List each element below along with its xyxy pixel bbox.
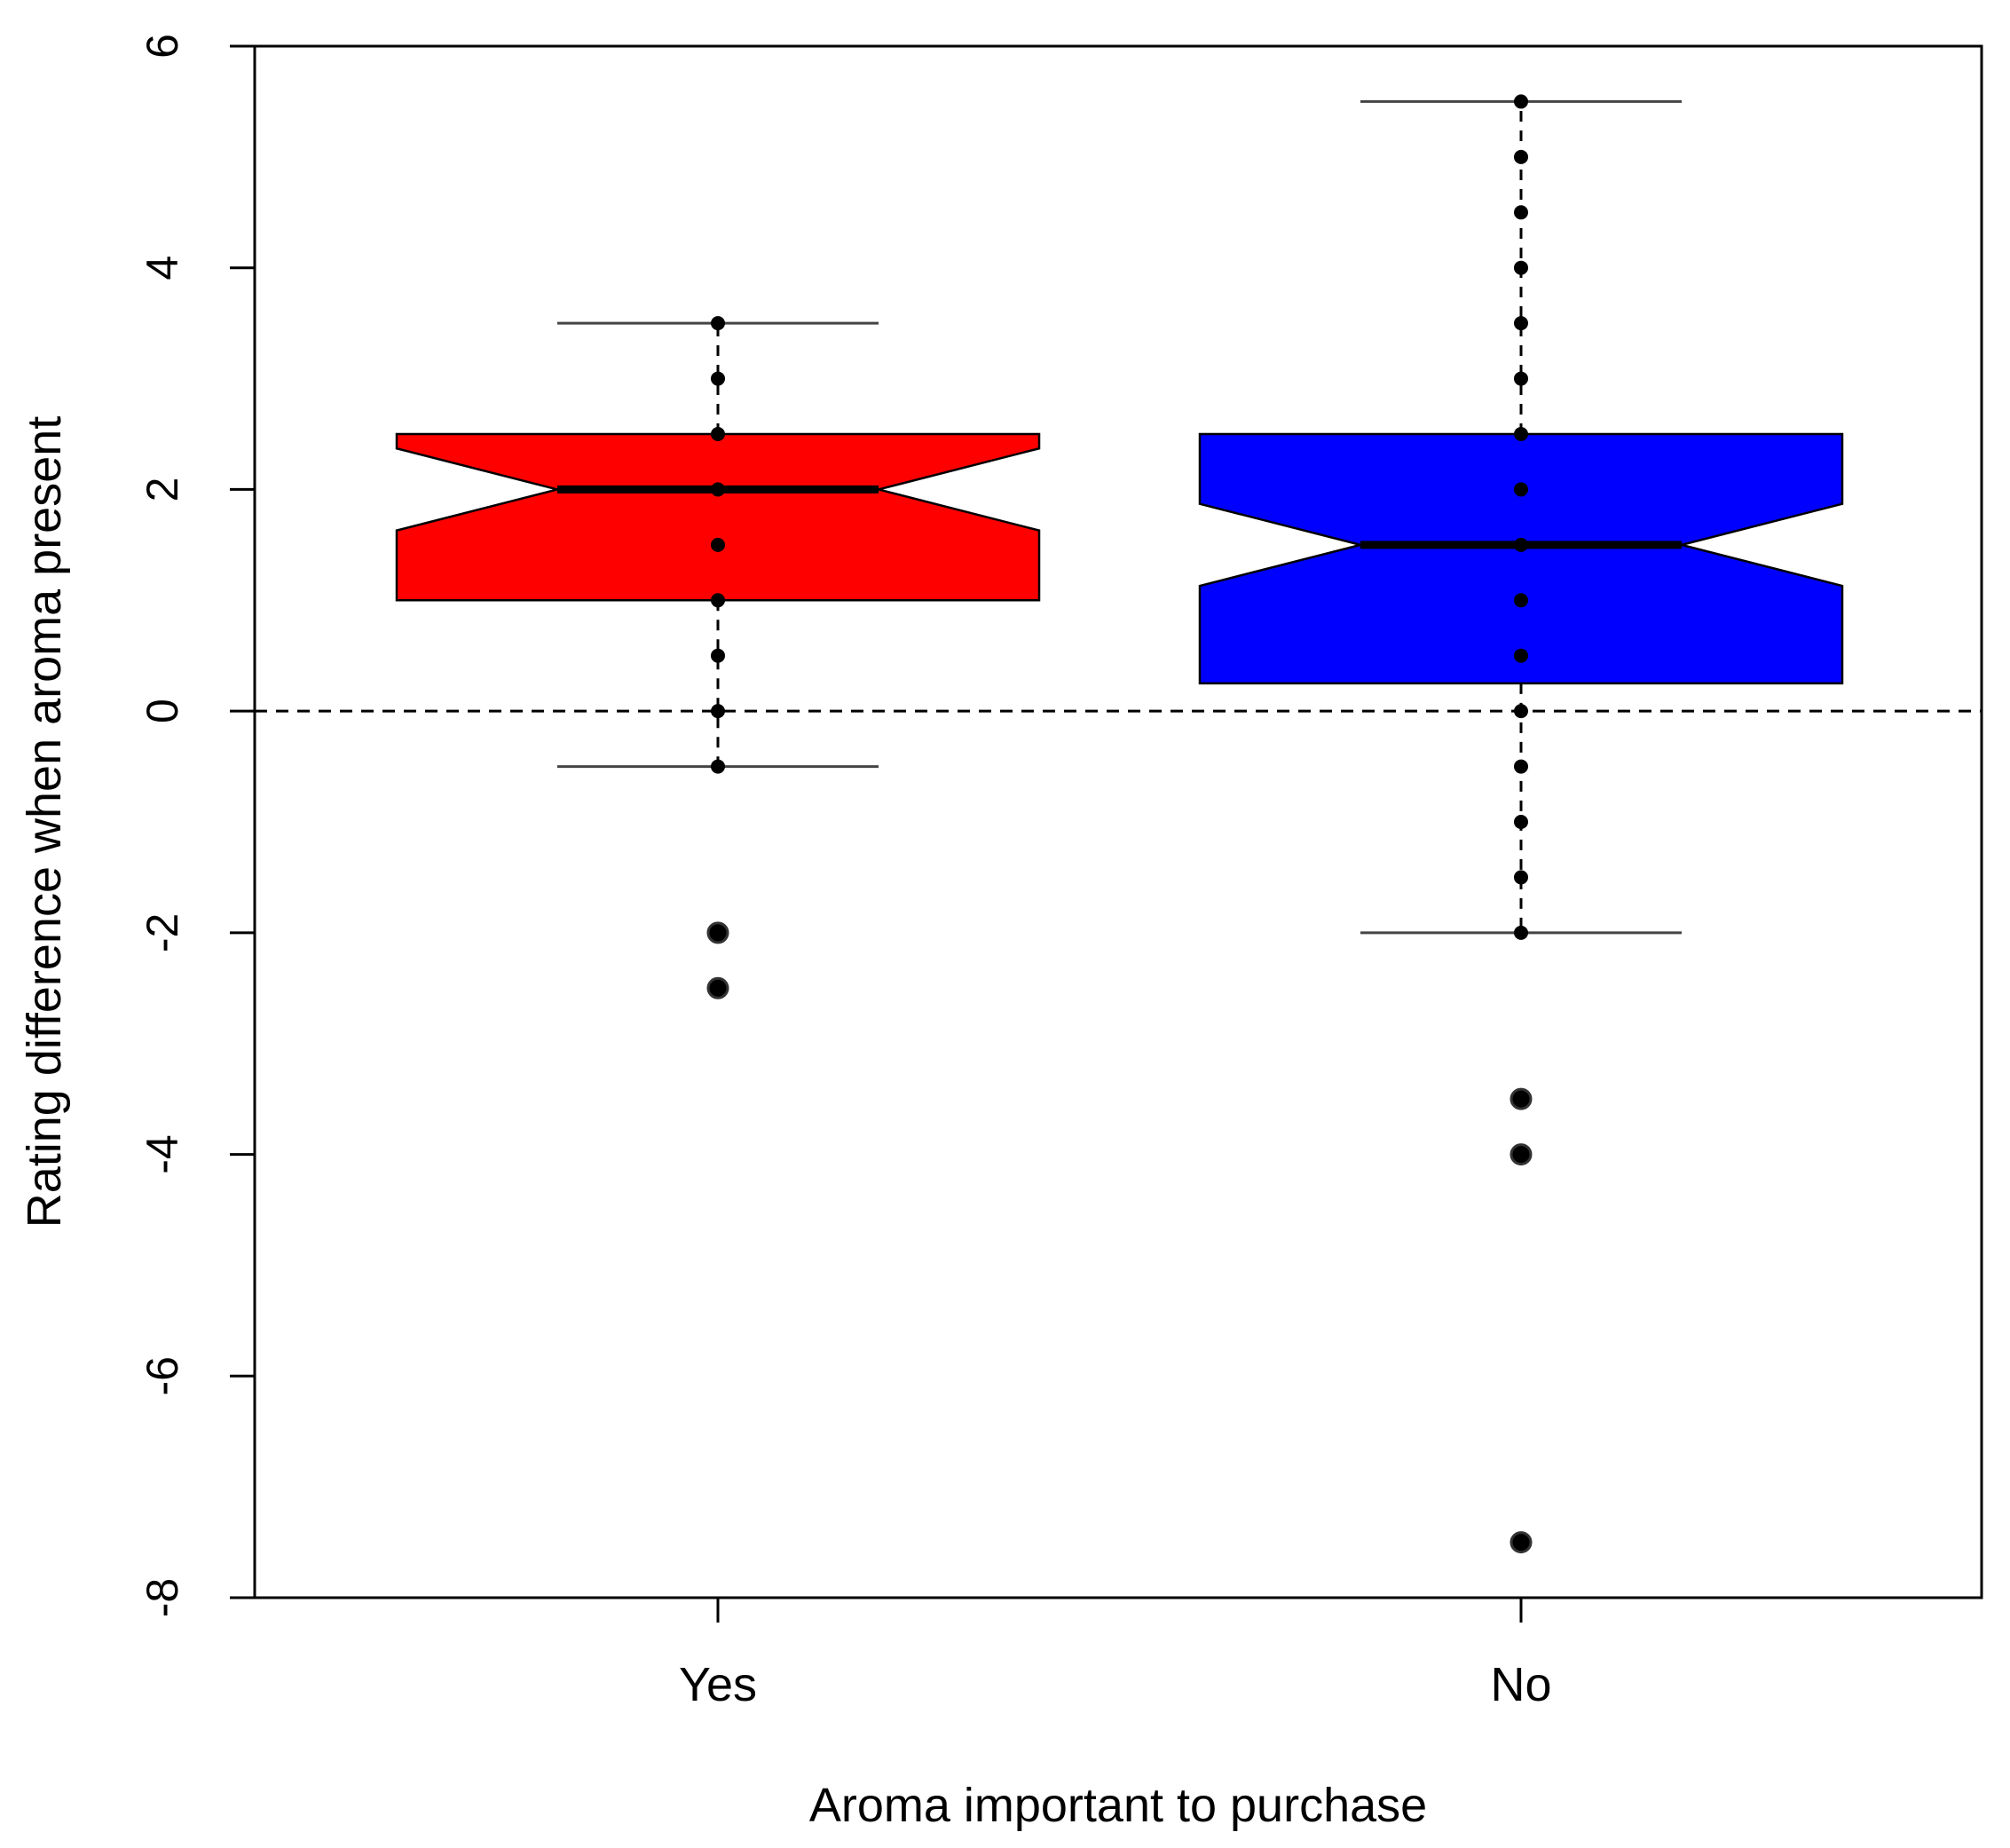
y-tick-label: -8 [138,1578,187,1617]
data-point-layer [706,94,1533,1554]
y-axis-label: Rating difference when aroma present [18,416,71,1228]
plot-frame [253,44,1983,1599]
y-tick-label: -6 [138,1356,187,1395]
x-tick-label-yes: Yes [679,1658,757,1711]
y-tick-label: -4 [138,1134,187,1173]
data-point-no [1514,593,1528,608]
data-point-no [1514,537,1528,552]
data-point-no [1514,260,1528,275]
y-tick-label: 4 [138,256,187,280]
data-point-yes [711,759,725,774]
x-axis-label: Aroma important to purchase [809,1779,1427,1832]
data-point-no [1514,371,1528,386]
y-tick-label: -2 [138,913,187,952]
data-point-yes [711,371,725,386]
outlier-point-yes [706,976,729,999]
outlier-point-no [1509,1143,1533,1166]
data-point-no [1514,94,1528,109]
data-point-no [1514,427,1528,441]
data-point-yes [711,593,725,608]
y-tick-label: 6 [138,34,187,59]
outlier-point-no [1509,1531,1533,1554]
box-layer [395,432,1844,685]
data-point-yes [711,704,725,719]
data-point-no [1514,316,1528,331]
data-point-no [1514,759,1528,774]
data-point-no [1514,870,1528,885]
data-point-no [1514,482,1528,497]
y-tick-label: 2 [138,478,187,502]
data-point-no [1514,648,1528,663]
data-point-yes [711,316,725,331]
data-point-no [1514,925,1528,940]
box-no [1198,432,1844,685]
data-point-yes [711,648,725,663]
data-point-no [1514,815,1528,829]
y-axis: -8 -6 -4 -2 0 2 4 6 [138,34,255,1617]
data-point-yes [711,537,725,552]
y-tick-label: 0 [138,699,187,723]
outlier-point-no [1509,1087,1533,1110]
box-yes [395,432,1041,602]
data-point-no [1514,149,1528,164]
data-point-yes [711,427,725,441]
data-point-yes [711,482,725,497]
x-axis: Yes No [679,1598,1552,1711]
outlier-point-yes [706,921,729,944]
x-tick-label-no: No [1490,1658,1551,1711]
data-point-no [1514,704,1528,719]
data-point-no [1514,205,1528,220]
